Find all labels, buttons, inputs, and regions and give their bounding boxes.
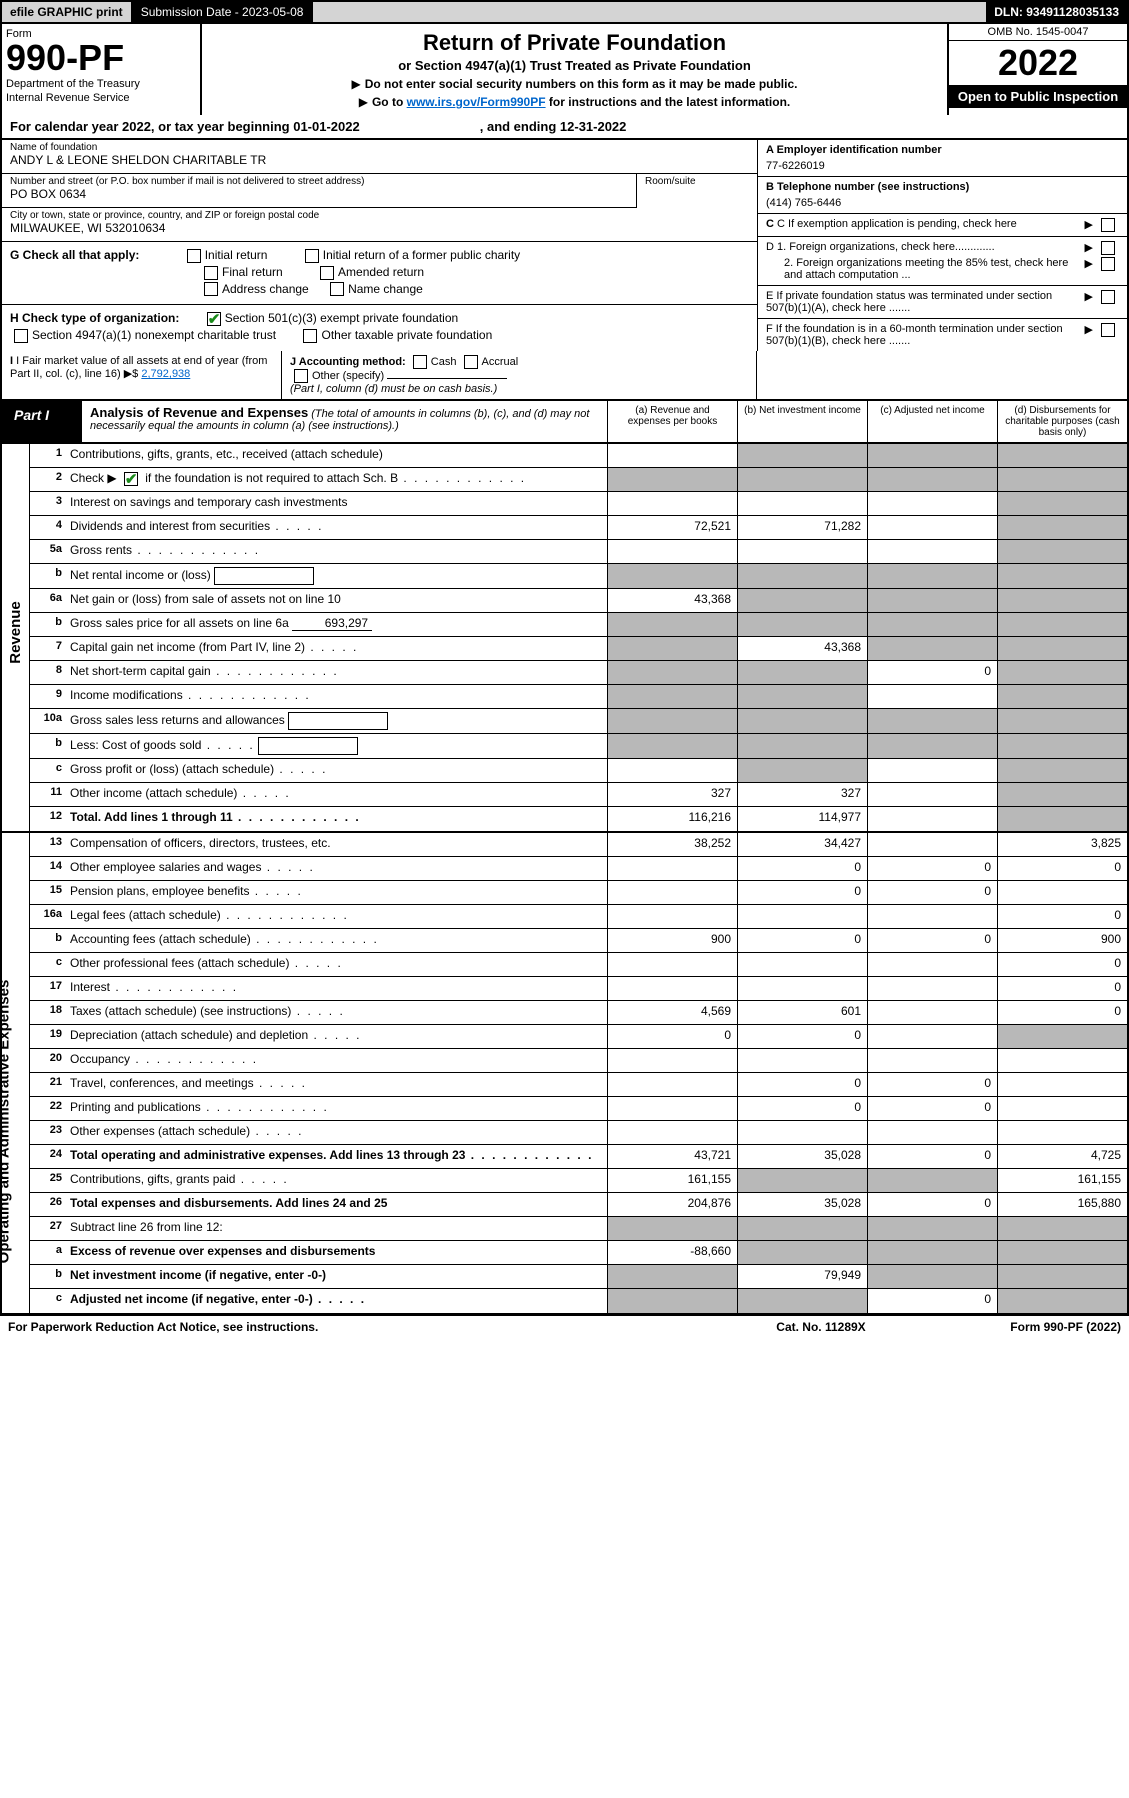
cb-amended[interactable] [320,266,334,280]
part1-header: Part I Analysis of Revenue and Expenses … [0,401,1129,444]
dept-treasury: Department of the Treasury [6,78,192,90]
city-state-zip: MILWAUKEE, WI 532010634 [10,221,749,235]
form-subtitle: or Section 4947(a)(1) Trust Treated as P… [212,58,937,73]
expenses-side-label: Operating and Administrative Expenses [2,833,30,1313]
calendar-year-row: For calendar year 2022, or tax year begi… [0,115,1129,140]
telephone-value: (414) 765-6446 [766,197,1119,209]
form-title: Return of Private Foundation [212,30,937,56]
foundation-name-cell: Name of foundation ANDY L & LEONE SHELDO… [2,140,757,174]
topbar-spacer [313,2,986,22]
telephone-cell: B Telephone number (see instructions) (4… [758,177,1127,214]
cb-60month[interactable] [1101,323,1115,337]
section-j: J Accounting method: Cash Accrual Other … [282,351,757,399]
section-d: D 1. Foreign organizations, check here..… [758,237,1127,286]
dept-irs: Internal Revenue Service [6,92,192,104]
cb-final-return[interactable] [204,266,218,280]
address-row: Number and street (or P.O. box number if… [2,174,757,208]
cb-name-change[interactable] [330,282,344,296]
ij-row: I I Fair market value of all assets at e… [0,351,1129,401]
form990pf-link[interactable]: www.irs.gov/Form990PF [407,95,546,109]
cb-foreign-org[interactable] [1101,241,1115,255]
tax-year: 2022 [949,41,1127,85]
cb-exemption-pending[interactable] [1101,218,1115,232]
efile-label: efile GRAPHIC print [2,2,133,22]
cb-initial-return[interactable] [187,249,201,263]
cb-other-taxable[interactable] [303,329,317,343]
ein-cell: A Employer identification number 77-6226… [758,140,1127,177]
info-left: Name of foundation ANDY L & LEONE SHELDO… [2,140,757,351]
revenue-side-label: Revenue [2,444,30,831]
cb-85pct[interactable] [1101,257,1115,271]
revenue-table: Revenue 1Contributions, gifts, grants, e… [0,444,1129,833]
dln: DLN: 93491128035133 [986,2,1127,22]
section-h: H Check type of organization: Section 50… [2,305,757,351]
section-g: G Check all that apply: Initial return I… [2,241,757,305]
street-address: PO BOX 0634 [10,187,628,201]
cb-address-change[interactable] [204,282,218,296]
cb-other-method[interactable] [294,369,308,383]
part1-label: Part I [2,401,82,442]
paperwork-notice: For Paperwork Reduction Act Notice, see … [8,1320,721,1334]
ein-value: 77-6226019 [766,160,1119,172]
form-header: Form 990-PF Department of the Treasury I… [0,24,1129,115]
submission-date: Submission Date - 2023-05-08 [133,2,314,22]
form-ref: Form 990-PF (2022) [921,1320,1121,1334]
topbar: efile GRAPHIC print Submission Date - 20… [0,0,1129,24]
cb-cash[interactable] [413,355,427,369]
cat-number: Cat. No. 11289X [721,1320,921,1334]
expenses-table: Operating and Administrative Expenses 13… [0,833,1129,1315]
cb-4947[interactable] [14,329,28,343]
section-i: I I Fair market value of all assets at e… [2,351,282,399]
cal-begin: For calendar year 2022, or tax year begi… [10,119,360,134]
section-f: F If the foundation is in a 60-month ter… [758,319,1127,351]
note-link: Go to www.irs.gov/Form990PF for instruct… [212,95,937,109]
col-d-head: (d) Disbursements for charitable purpose… [997,401,1127,442]
fmv-link[interactable]: 2,792,938 [141,368,190,380]
page-footer: For Paperwork Reduction Act Notice, see … [0,1315,1129,1338]
info-right: A Employer identification number 77-6226… [757,140,1127,351]
cb-status-terminated[interactable] [1101,290,1115,304]
cb-initial-former[interactable] [305,249,319,263]
cal-end: , and ending 12-31-2022 [480,119,627,134]
open-inspection: Open to Public Inspection [949,85,1127,108]
omb-number: OMB No. 1545-0047 [949,24,1127,41]
part1-title: Analysis of Revenue and Expenses (The to… [82,401,607,442]
info-grid: Name of foundation ANDY L & LEONE SHELDO… [0,140,1129,351]
col-c-head: (c) Adjusted net income [867,401,997,442]
form-number: 990-PF [6,40,192,76]
ij-right-spacer [757,351,1127,399]
room-cell: Room/suite [637,174,757,208]
col-a-head: (a) Revenue and expenses per books [607,401,737,442]
cb-accrual[interactable] [464,355,478,369]
section-e: E If private foundation status was termi… [758,286,1127,319]
city-cell: City or town, state or province, country… [2,208,757,241]
col-b-head: (b) Net investment income [737,401,867,442]
cb-501c3[interactable] [207,312,221,326]
header-left: Form 990-PF Department of the Treasury I… [2,24,202,115]
cb-sch-b[interactable] [124,472,138,486]
header-mid: Return of Private Foundation or Section … [202,24,947,115]
section-c: C C If exemption application is pending,… [758,214,1127,237]
arrow-icon: ▶ [1085,218,1093,231]
header-right: OMB No. 1545-0047 2022 Open to Public In… [947,24,1127,115]
street-cell: Number and street (or P.O. box number if… [2,174,637,208]
note-ssn: Do not enter social security numbers on … [212,77,937,91]
foundation-name: ANDY L & LEONE SHELDON CHARITABLE TR [10,153,749,167]
